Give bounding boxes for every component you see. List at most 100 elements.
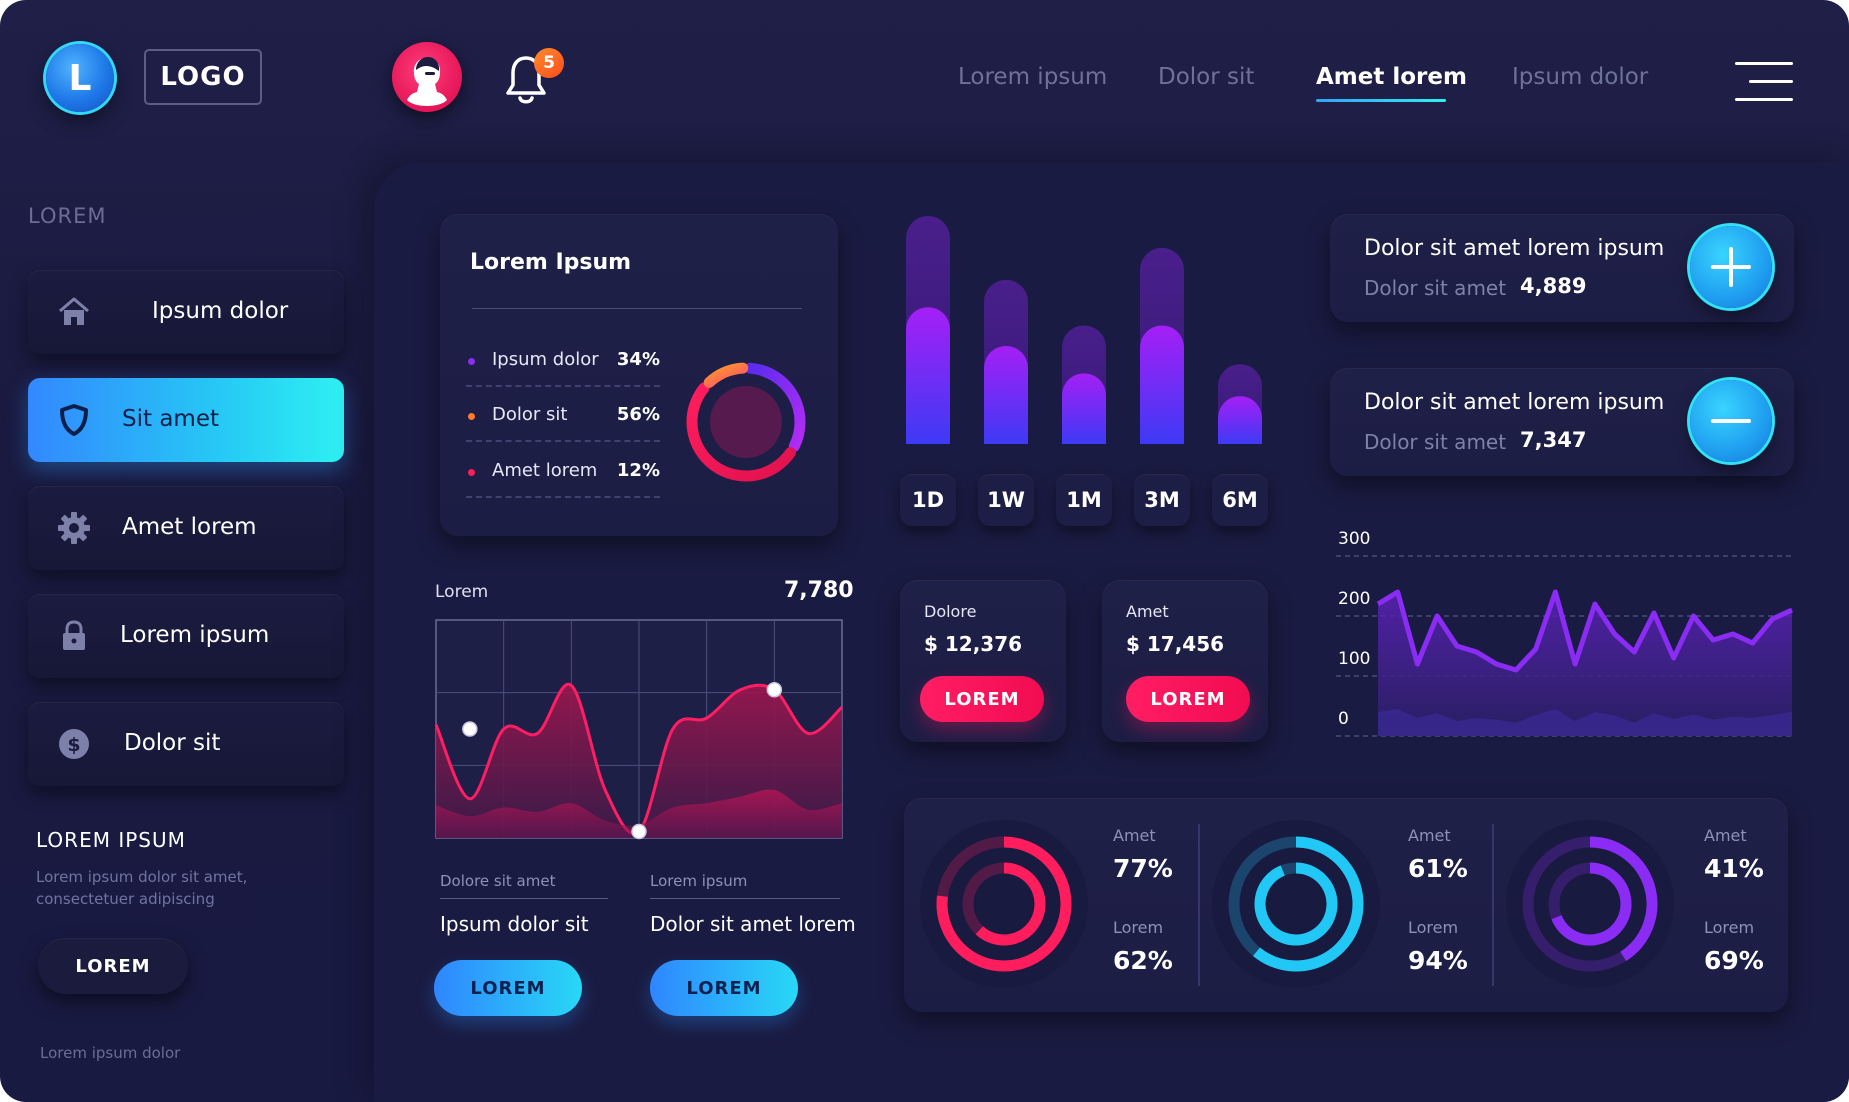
y-tick-label: 0 [1338,709,1349,729]
sidebar-item-lorem-ipsum[interactable]: Lorem ipsum [28,594,344,678]
period-1d-button[interactable]: 1D [900,474,956,526]
area-series [1378,709,1792,736]
period-1w-button[interactable]: 1W [978,474,1034,526]
data-point[interactable] [462,721,478,737]
nav-item-4[interactable]: Ipsum dolor [1512,64,1649,90]
stat-card-sub: Dolor sit amet [1364,276,1507,300]
sidebar-lorem-button[interactable]: LOREM [38,938,188,994]
legend-pct: 12% [616,460,660,481]
user-icon [407,57,447,106]
bar [1062,373,1106,444]
period-6m-button[interactable]: 6M [1212,474,1268,526]
period-3m-button[interactable]: 3M [1134,474,1190,526]
ring-bottom-value: 94% [1408,946,1468,975]
ring-top-label: Amet [1704,826,1747,845]
ring-outer-arc [1589,836,1658,961]
area-chart-value: 7,780 [784,578,854,603]
ring-chart [920,820,1088,988]
bar-chart [906,216,1262,444]
sidebar-section-desc: Lorem ipsum dolor sit amet, consectetuer… [36,868,248,908]
sidebar-footer: Lorem ipsum dolor [40,1044,181,1062]
minus-icon [1711,419,1751,423]
sidebar-item-label: Dolor sit [124,730,221,756]
bar [906,307,950,444]
y-tick-label: 100 [1338,649,1370,669]
data-point[interactable] [766,682,783,698]
stat-card-value: 4,889 [1520,274,1587,298]
ring-outer-arc [1252,836,1364,972]
ring-bottom-value: 69% [1704,946,1764,975]
amet-card-label: Amet [1126,602,1169,621]
ring-chart [1506,820,1674,988]
ring-top-label: Amet [1408,826,1451,845]
donut-slice [744,362,806,452]
logo-text[interactable]: LOGO [144,49,262,105]
add-button[interactable] [1690,226,1772,308]
donut-card-title: Lorem Ipsum [470,250,632,275]
donut-chart [686,362,806,482]
area-series [436,789,842,838]
lorem-button-1[interactable]: LOREM [434,960,582,1016]
nav-item-2[interactable]: Dolor sit [1158,64,1255,90]
divider [472,308,802,309]
dolore-lorem-button[interactable]: LOREM [920,676,1044,722]
nav-active-underline [1316,99,1446,102]
lorem-button-2[interactable]: LOREM [650,960,798,1016]
sidebar-item-label: Lorem ipsum [120,622,270,648]
y-tick-label: 200 [1338,589,1370,609]
avatar[interactable] [392,42,462,112]
amet-card-value: $ 17,456 [1126,632,1225,656]
donut-slice [703,362,749,388]
divider [1198,824,1200,986]
sidebar-item-amet-lorem[interactable]: Amet lorem [28,486,344,570]
stat-card-title: Dolor sit amet lorem ipsum [1364,236,1665,261]
plus-icon [1711,247,1751,287]
bottom-left-text-2: Dolor sit amet lorem [650,912,856,936]
ring-top-value: 77% [1113,854,1173,883]
sidebar-item-sit-amet[interactable]: Sit amet [28,378,344,462]
ring-inner-arc [1551,862,1632,946]
stat-card-title: Dolor sit amet lorem ipsum [1364,390,1665,415]
menu-icon[interactable] [1733,62,1793,102]
area-chart [434,619,844,840]
sidebar-section-title: LOREM IPSUM [36,828,186,852]
notification-badge: 5 [534,48,564,78]
dolore-card-value: $ 12,376 [924,632,1023,656]
logo-badge[interactable]: L [46,44,114,112]
ring-top-label: Amet [1113,826,1156,845]
sidebar-title: LOREM [28,204,107,228]
home-icon [59,297,89,325]
divider [440,898,608,899]
sidebar-item-ipsum-dolor[interactable]: Ipsum dolor [28,270,344,354]
ring-bottom-value: 62% [1113,946,1173,975]
bar [984,345,1028,444]
bottom-left-label-2: Lorem ipsum [650,872,748,890]
donut-slice [686,382,796,482]
sidebar-item-label: Sit amet [122,406,219,432]
area-chart-label: Lorem [435,582,489,602]
nav-item-3-active[interactable]: Amet lorem [1316,64,1467,90]
line-series [1376,589,1794,673]
ring-top-value: 41% [1704,854,1764,883]
divider [1492,824,1494,986]
dollar-icon: $ [59,729,89,759]
divider [650,898,840,899]
y-tick-label: 300 [1338,529,1370,549]
sidebar-item-dolor-sit[interactable]: $ Dolor sit [28,702,344,786]
amet-lorem-button[interactable]: LOREM [1126,676,1250,722]
bar [1218,396,1262,444]
shield-icon [60,404,88,436]
line-chart: 0 100 200 300 [1336,529,1794,737]
bottom-left-text-1: Ipsum dolor sit [440,912,589,936]
stat-card-value: 7,347 [1520,428,1587,452]
ring-bottom-label: Lorem [1408,918,1459,937]
legend-name: Ipsum dolor [492,349,599,370]
bar [1140,325,1184,444]
dolore-card-label: Dolore [924,602,977,621]
nav-item-1[interactable]: Lorem ipsum [958,64,1108,90]
data-point[interactable] [631,823,647,840]
remove-button[interactable] [1690,380,1772,462]
period-1m-button[interactable]: 1M [1056,474,1112,526]
ring-bottom-label: Lorem [1113,918,1164,937]
